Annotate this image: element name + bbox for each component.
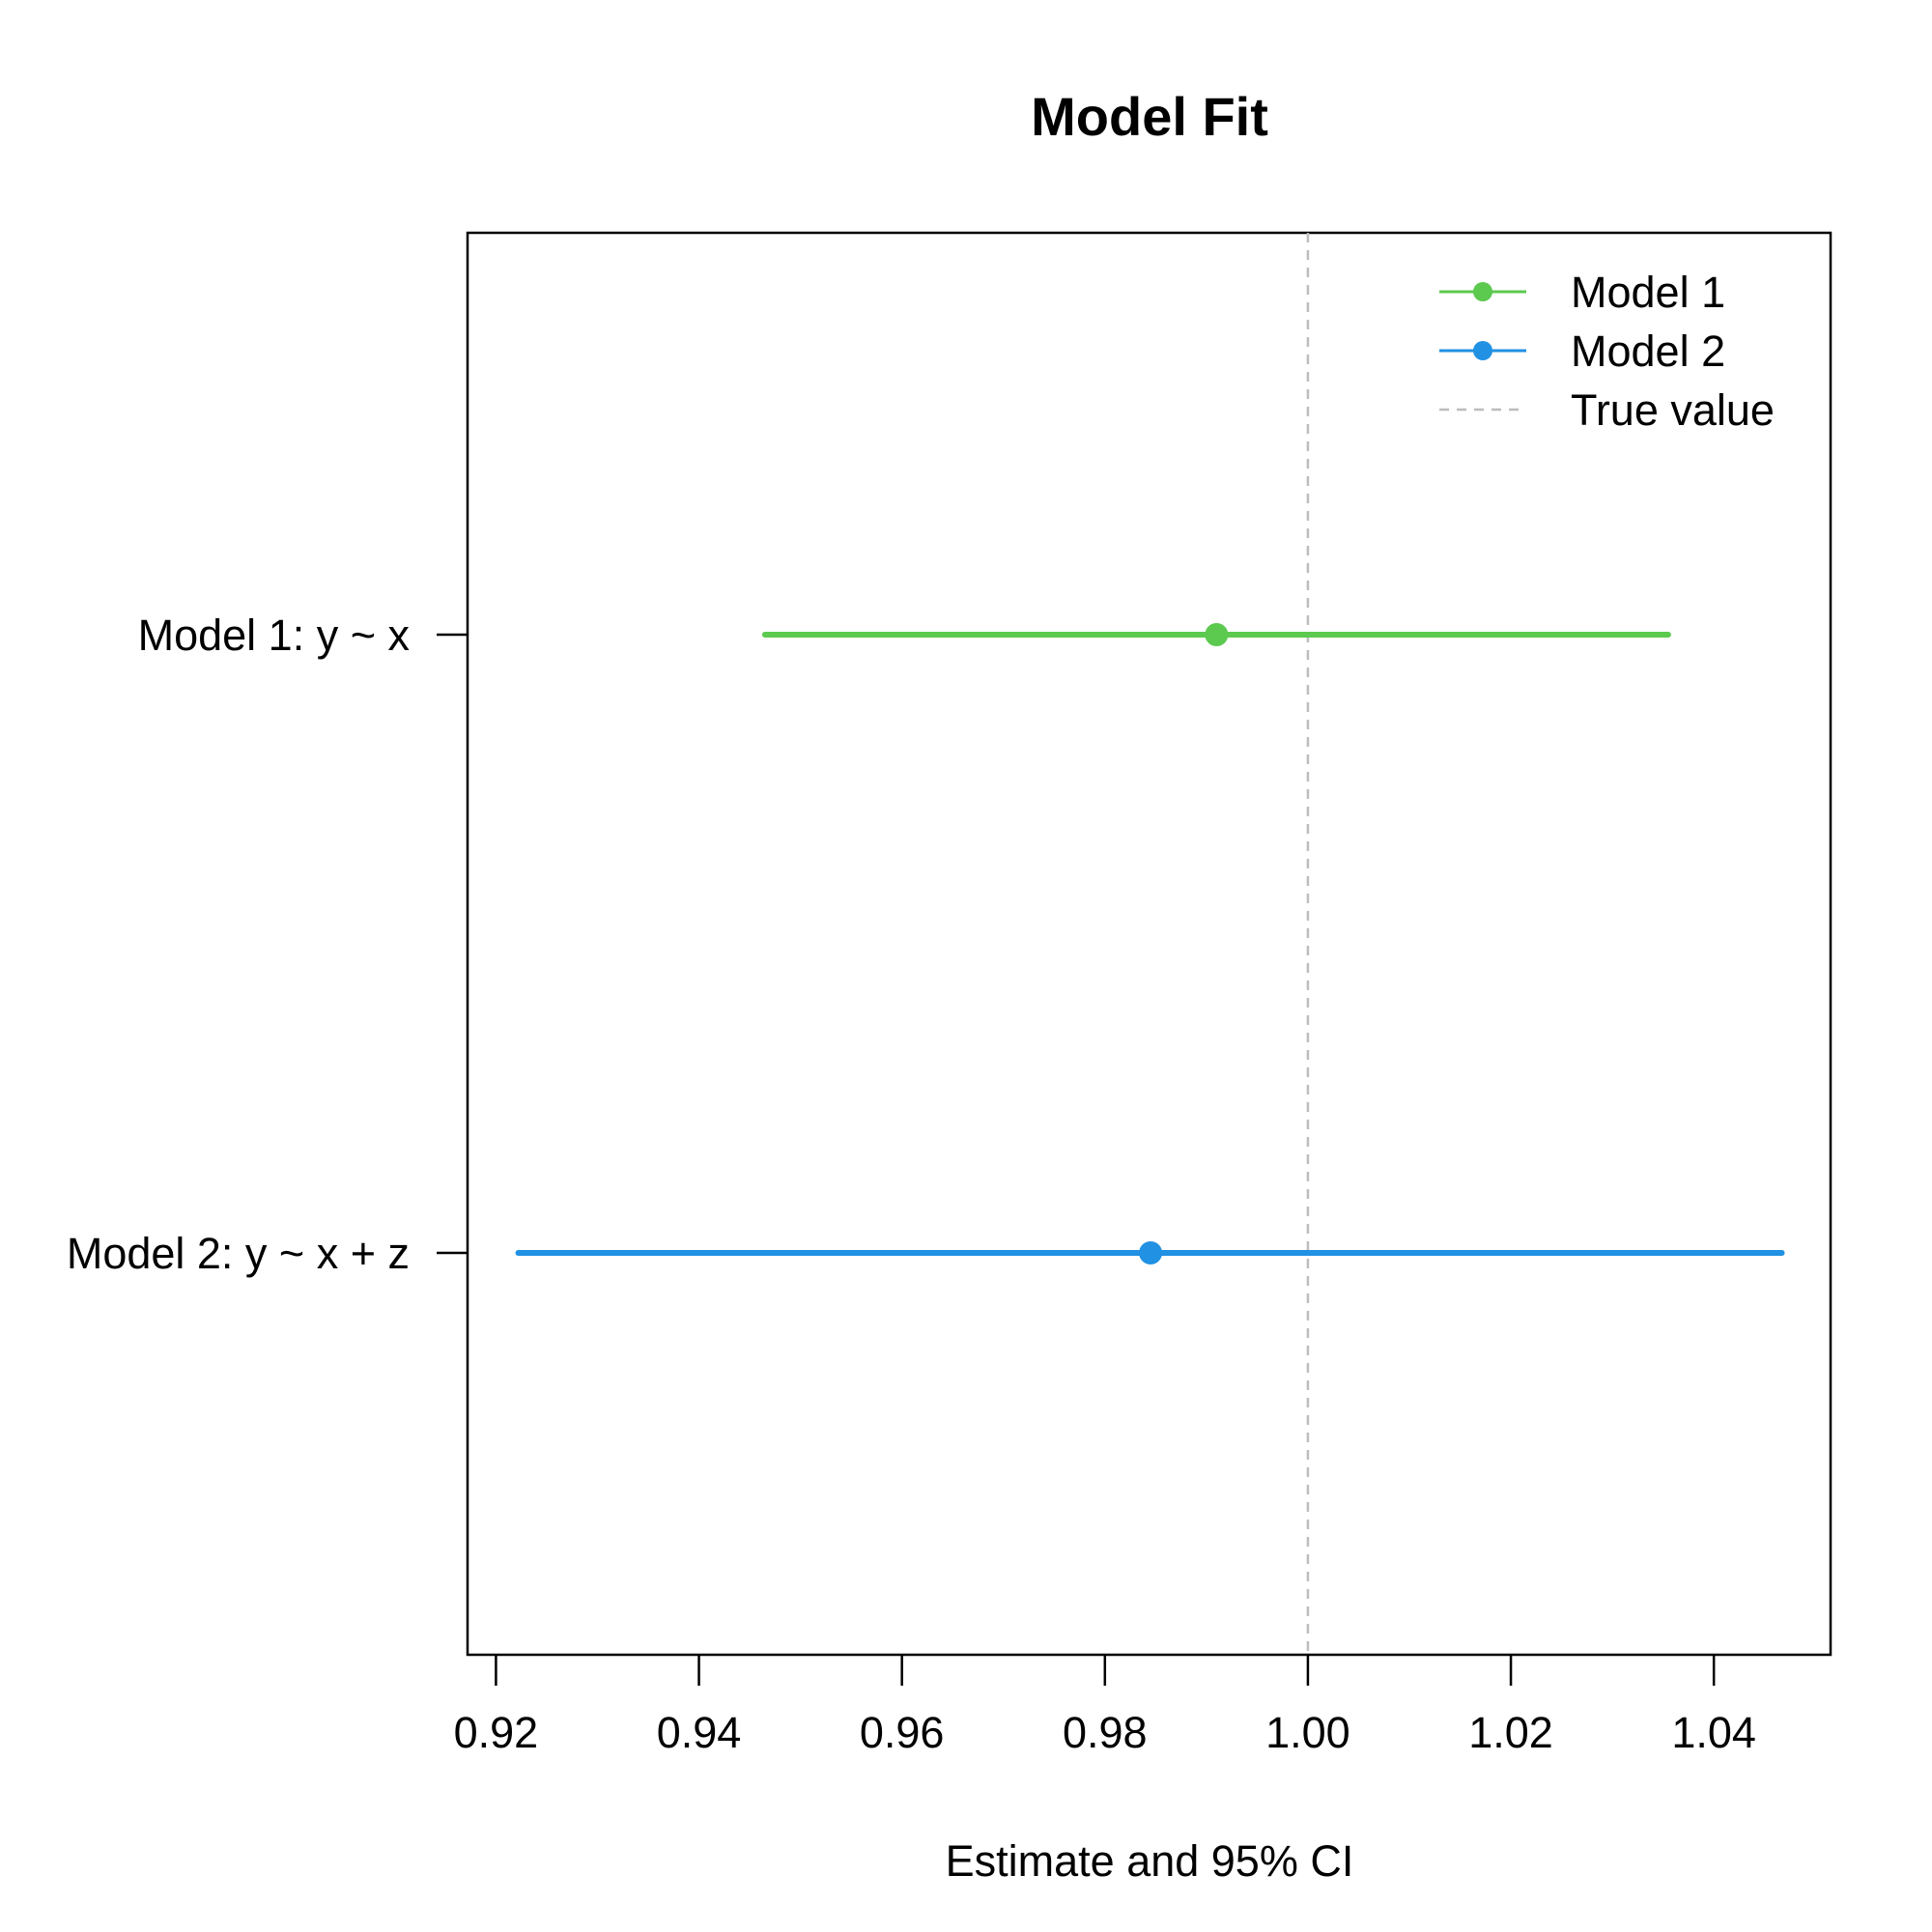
x-tick-label: 1.04 <box>1671 1708 1756 1757</box>
x-tick-label: 0.98 <box>1063 1708 1148 1757</box>
estimate-point <box>1205 623 1229 646</box>
y-tick-label: Model 1: y ~ x <box>138 611 411 660</box>
chart-title: Model Fit <box>1031 86 1268 147</box>
legend-label: Model 2 <box>1571 327 1725 376</box>
x-tick-label: 0.92 <box>454 1708 539 1757</box>
estimate-point <box>1139 1241 1163 1264</box>
x-tick-label: 0.96 <box>860 1708 945 1757</box>
legend-marker <box>1473 341 1492 360</box>
x-tick-label: 0.94 <box>657 1708 742 1757</box>
x-tick-label: 1.00 <box>1265 1708 1350 1757</box>
plot-frame <box>466 231 1833 1657</box>
plot-area: 0.92 0.94 0.96 0.98 1.00 1.02 1.04 Model 1: y ~… <box>67 231 1833 1757</box>
legend-marker <box>1473 282 1492 301</box>
x-axis-label: Estimate and 95% CI <box>946 1836 1354 1886</box>
legend-label: True value <box>1571 385 1775 435</box>
x-tick-label: 1.02 <box>1468 1708 1553 1757</box>
legend: Model 1 Model 2 True value <box>1439 268 1775 435</box>
legend-label: Model 1 <box>1571 268 1725 317</box>
y-tick-label: Model 2: y ~ x + z <box>67 1229 410 1278</box>
